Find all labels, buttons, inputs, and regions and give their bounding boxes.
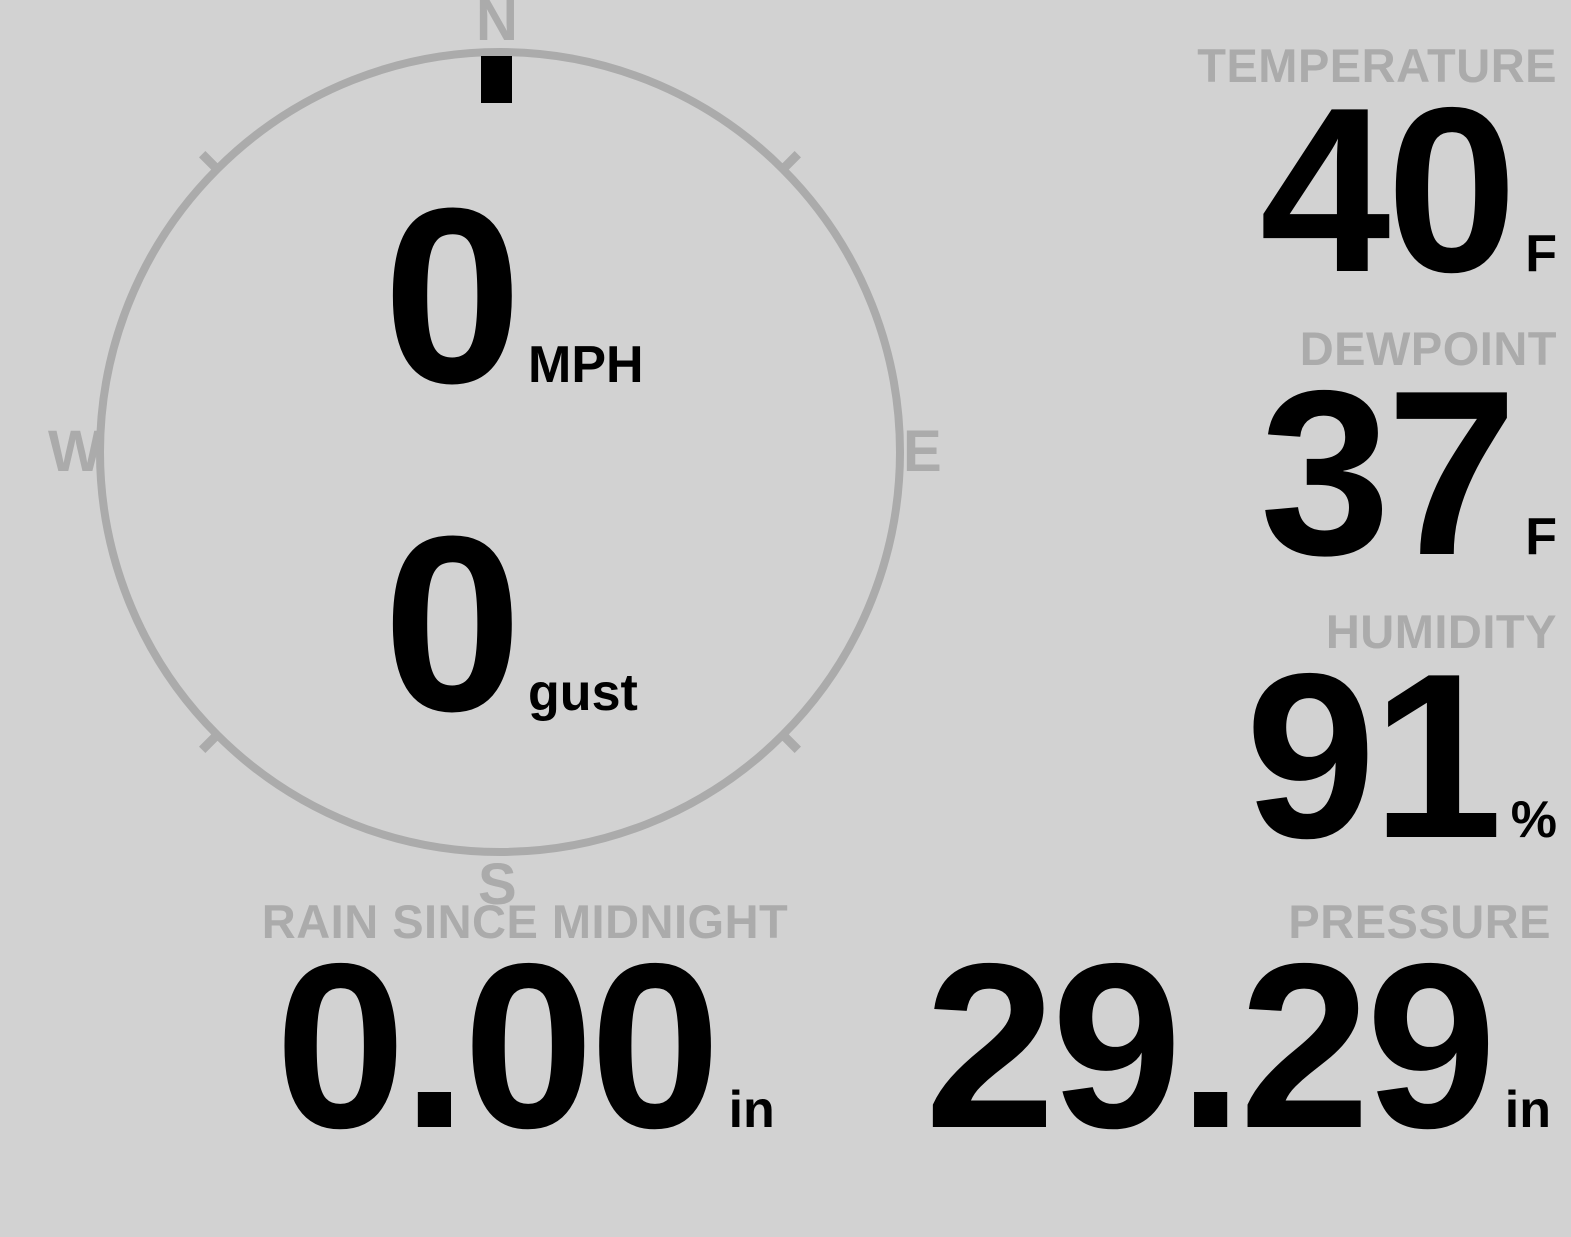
metric-humidity: HUMIDITY 91 % — [997, 605, 1557, 887]
wind-direction-marker — [481, 56, 512, 103]
humidity-label: HUMIDITY — [1325, 605, 1557, 658]
metric-dewpoint: DEWPOINT 37 F — [997, 322, 1557, 604]
compass-label-east: E — [903, 419, 942, 484]
rain-value-row: 0.00 in — [230, 914, 820, 1177]
compass-label-south: S — [478, 852, 517, 917]
humidity-unit: % — [1510, 791, 1557, 849]
humidity-value-row: 91 % — [997, 624, 1557, 887]
humidity-value: 91 — [1245, 624, 1502, 887]
pressure-label: PRESSURE — [1288, 895, 1551, 948]
wind-speed-readout: 0 MPH — [383, 156, 644, 435]
temperature-label: TEMPERATURE — [1197, 39, 1557, 92]
wind-speed-value: 0 — [383, 156, 522, 435]
metric-pressure: PRESSURE 29.29 in — [921, 895, 1551, 1177]
dewpoint-unit: F — [1525, 508, 1557, 566]
wind-dial: N S E W 0 MPH 0 gust — [0, 0, 1000, 930]
wind-gust-value: 0 — [383, 484, 522, 763]
rain-value: 0.00 — [275, 914, 720, 1177]
pressure-value: 29.29 — [924, 914, 1497, 1177]
temperature-unit: F — [1525, 225, 1557, 283]
compass-label-west: W — [48, 419, 103, 484]
compass-label-north: N — [476, 0, 518, 53]
rain-label: RAIN SINCE MIDNIGHT — [261, 895, 789, 948]
pressure-unit: in — [1504, 1081, 1551, 1139]
pressure-value-row: 29.29 in — [921, 914, 1551, 1177]
dewpoint-value-row: 37 F — [997, 341, 1557, 604]
dewpoint-label: DEWPOINT — [1299, 322, 1557, 375]
metric-temperature: TEMPERATURE 40 F — [997, 39, 1557, 321]
compass-tick-marks — [199, 151, 801, 753]
wind-speed-unit: MPH — [528, 336, 644, 394]
wind-gust-unit: gust — [528, 664, 638, 722]
temperature-value-row: 40 F — [997, 58, 1557, 321]
dewpoint-value: 37 — [1259, 341, 1517, 604]
rain-unit: in — [728, 1081, 775, 1139]
metric-rain: RAIN SINCE MIDNIGHT 0.00 in — [230, 895, 820, 1177]
wind-gust-readout: 0 gust — [383, 484, 638, 763]
compass-ring — [96, 48, 904, 856]
temperature-value: 40 — [1259, 58, 1517, 321]
